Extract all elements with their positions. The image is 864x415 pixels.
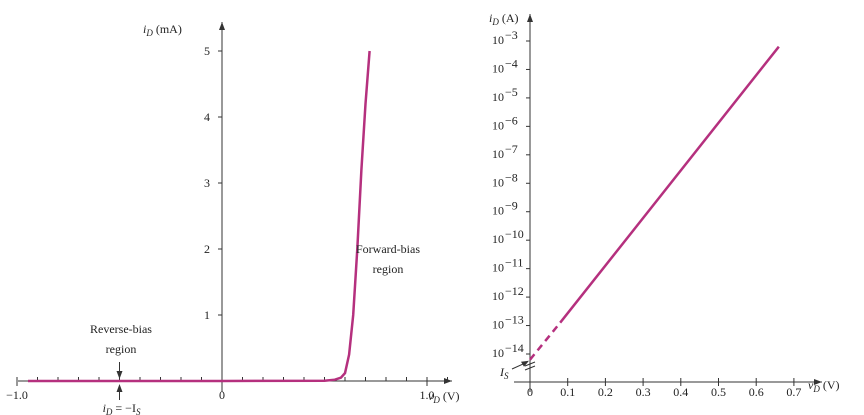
y-axis-label: iD (A) xyxy=(489,11,519,27)
diode-curve-log-extrapolated xyxy=(529,321,562,361)
y-tick-exponent: −13 xyxy=(505,313,524,327)
y-axis-arrow xyxy=(527,14,533,22)
reverse-bias-label: Reverse-bias xyxy=(90,322,152,336)
x-tick-label: 0.7 xyxy=(786,385,801,399)
x-axis-label: vD (V) xyxy=(808,378,840,394)
y-tick-label: 10 xyxy=(492,346,504,360)
forward-bias-label: Forward-bias xyxy=(356,242,420,256)
y-tick-label: 10 xyxy=(492,147,504,161)
x-axis-arrow xyxy=(814,379,822,385)
y-tick-label: 4 xyxy=(204,110,210,124)
y-tick-exponent: −3 xyxy=(505,28,518,42)
y-tick-label: 10 xyxy=(492,61,504,75)
x-tick-label: 0.3 xyxy=(636,385,651,399)
x-tick-label: 0 xyxy=(527,385,533,399)
y-tick-exponent: −7 xyxy=(505,142,518,156)
y-tick-exponent: −4 xyxy=(505,56,518,70)
reverse-bias-region-label: region xyxy=(106,342,137,356)
x-axis-label: vD (V) xyxy=(428,389,460,405)
log-chart: 0 0.1 0.2 0.3 0.4 0.5 0.6 0.7 10−1410−1310−1210… xyxy=(489,11,840,399)
is-arrow-head xyxy=(521,360,529,367)
y-axis-arrow xyxy=(219,22,225,30)
x-tick-label: 0.4 xyxy=(673,385,688,399)
diode-curve-log xyxy=(559,45,780,324)
y-tick-label: 3 xyxy=(204,176,210,190)
y-tick-exponent: −6 xyxy=(505,113,518,127)
y-tick-exponent: −9 xyxy=(505,199,518,213)
y-tick-label: 1 xyxy=(204,308,210,322)
y-tick-label: 2 xyxy=(204,242,210,256)
y-tick-label: 10 xyxy=(492,90,504,104)
y-tick-exponent: −10 xyxy=(505,227,524,241)
y-tick-label: 10 xyxy=(492,232,504,246)
diode-curve-linear xyxy=(28,50,371,383)
y-tick-label: 10 xyxy=(492,33,504,47)
x-ticks: 0 0.1 0.2 0.3 0.4 0.5 0.6 0.7 xyxy=(527,378,801,399)
y-tick-exponent: −11 xyxy=(505,256,523,270)
x-tick-label: 0.6 xyxy=(749,385,764,399)
x-tick-label: 1.0 xyxy=(420,388,435,402)
is-arrow-up-head xyxy=(116,384,123,392)
x-tick-label: 0.2 xyxy=(598,385,613,399)
x-tick-label: 0.1 xyxy=(560,385,575,399)
y-tick-label: 10 xyxy=(492,118,504,132)
x-ticks: −1.0 0 1.0 xyxy=(6,377,448,402)
y-tick-label: 10 xyxy=(492,261,504,275)
y-ticks: 1 2 3 4 5 xyxy=(204,44,222,322)
forward-bias-region-label: region xyxy=(373,262,404,276)
x-tick-label: 0.5 xyxy=(711,385,726,399)
y-axis-label: iD (mA) xyxy=(143,22,182,38)
reverse-arrow-down-head xyxy=(116,371,123,379)
x-tick-label: 0 xyxy=(219,388,225,402)
y-tick-label: 10 xyxy=(492,175,504,189)
y-tick-exponent: −5 xyxy=(505,85,518,99)
y-tick-exponent: −14 xyxy=(505,341,524,355)
x-tick-label: −1.0 xyxy=(6,388,28,402)
y-tick-exponent: −12 xyxy=(505,284,524,298)
is-label: iD = −IS xyxy=(103,401,141,415)
is-label: IS xyxy=(499,365,509,381)
y-tick-label: 10 xyxy=(492,318,504,332)
y-tick-label: 10 xyxy=(492,204,504,218)
axis-break-mark xyxy=(524,361,536,371)
y-tick-exponent: −8 xyxy=(505,170,518,184)
y-tick-label: 10 xyxy=(492,289,504,303)
linear-chart: −1.0 0 1.0 1 2 3 4 5 iD (mA) vD (V) Forward-bi… xyxy=(6,22,460,415)
y-tick-label: 5 xyxy=(204,44,210,58)
